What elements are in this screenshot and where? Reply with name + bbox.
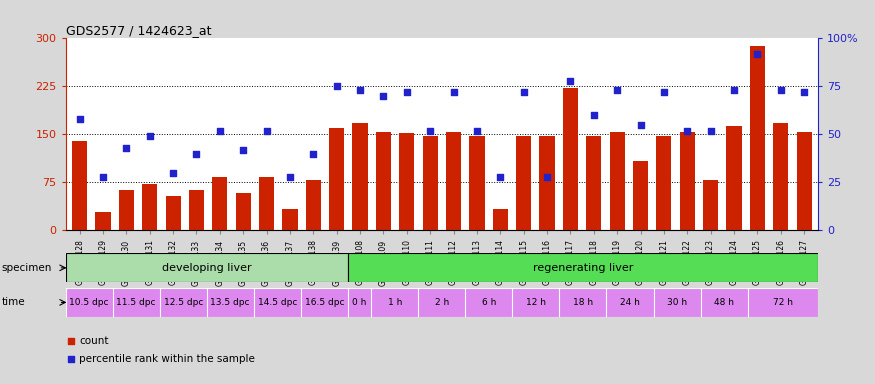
Point	[634, 122, 648, 128]
Bar	[189, 190, 204, 230]
Bar	[95, 212, 110, 230]
Text: 6 h: 6 h	[482, 298, 496, 307]
Bar	[119, 190, 134, 230]
Point	[96, 174, 110, 180]
Text: 1 h: 1 h	[388, 298, 402, 307]
Point	[283, 174, 297, 180]
Point	[446, 89, 460, 95]
Bar	[423, 136, 438, 230]
Text: 0 h: 0 h	[353, 298, 367, 307]
Bar	[726, 126, 742, 230]
Bar	[656, 136, 671, 230]
Bar	[348, 253, 818, 282]
Point	[376, 93, 390, 99]
Bar	[305, 180, 321, 230]
Point	[306, 151, 320, 157]
Point	[166, 170, 180, 176]
Text: 16.5 dpc: 16.5 dpc	[304, 298, 344, 307]
Bar	[680, 132, 695, 230]
Point	[751, 51, 765, 57]
Bar	[633, 161, 648, 230]
Point	[610, 87, 624, 93]
Bar	[446, 132, 461, 230]
Text: 12 h: 12 h	[526, 298, 546, 307]
Text: 18 h: 18 h	[573, 298, 593, 307]
Bar	[283, 209, 298, 230]
Point	[236, 147, 250, 153]
Text: 2 h: 2 h	[435, 298, 449, 307]
Bar	[165, 197, 181, 230]
Text: 24 h: 24 h	[620, 298, 640, 307]
Text: 12.5 dpc: 12.5 dpc	[164, 298, 203, 307]
Text: developing liver: developing liver	[162, 263, 251, 273]
Text: 11.5 dpc: 11.5 dpc	[116, 298, 156, 307]
Point	[330, 83, 344, 89]
Text: percentile rank within the sample: percentile rank within the sample	[79, 354, 255, 364]
Point	[564, 78, 578, 84]
Point	[470, 127, 484, 134]
Text: regenerating liver: regenerating liver	[533, 263, 634, 273]
Bar	[329, 128, 344, 230]
Point	[64, 356, 78, 362]
Point	[73, 116, 87, 122]
Point	[354, 87, 367, 93]
Bar	[235, 193, 251, 230]
Bar	[750, 46, 765, 230]
Bar	[66, 253, 348, 282]
Point	[143, 133, 157, 139]
Text: 48 h: 48 h	[714, 298, 734, 307]
Point	[400, 89, 414, 95]
Point	[727, 87, 741, 93]
Bar	[796, 132, 812, 230]
Bar	[376, 132, 391, 230]
Bar	[540, 136, 555, 230]
Point	[774, 87, 788, 93]
Bar	[563, 88, 578, 230]
Point	[540, 174, 554, 180]
Bar	[72, 141, 88, 230]
Point	[64, 338, 78, 344]
Bar	[516, 136, 531, 230]
Point	[190, 151, 204, 157]
Bar	[469, 136, 485, 230]
Bar	[353, 123, 367, 230]
Point	[424, 127, 438, 134]
Bar	[142, 184, 158, 230]
Text: time: time	[2, 297, 25, 308]
Point	[587, 112, 601, 118]
Point	[680, 127, 694, 134]
Bar	[774, 123, 788, 230]
Point	[493, 174, 507, 180]
Point	[797, 89, 811, 95]
Bar	[703, 180, 718, 230]
Bar	[493, 209, 507, 230]
Bar	[259, 177, 274, 230]
Text: 10.5 dpc: 10.5 dpc	[69, 298, 108, 307]
Point	[213, 127, 227, 134]
Text: 30 h: 30 h	[667, 298, 687, 307]
Text: specimen: specimen	[2, 263, 52, 273]
Bar	[213, 177, 228, 230]
Text: 13.5 dpc: 13.5 dpc	[211, 298, 250, 307]
Point	[260, 127, 274, 134]
Point	[516, 89, 530, 95]
Bar	[610, 132, 625, 230]
Point	[704, 127, 717, 134]
Text: 14.5 dpc: 14.5 dpc	[257, 298, 297, 307]
Bar	[586, 136, 601, 230]
Text: 72 h: 72 h	[773, 298, 793, 307]
Bar	[399, 133, 415, 230]
Text: GDS2577 / 1424623_at: GDS2577 / 1424623_at	[66, 24, 211, 37]
Point	[657, 89, 671, 95]
Text: count: count	[79, 336, 108, 346]
Point	[119, 145, 133, 151]
